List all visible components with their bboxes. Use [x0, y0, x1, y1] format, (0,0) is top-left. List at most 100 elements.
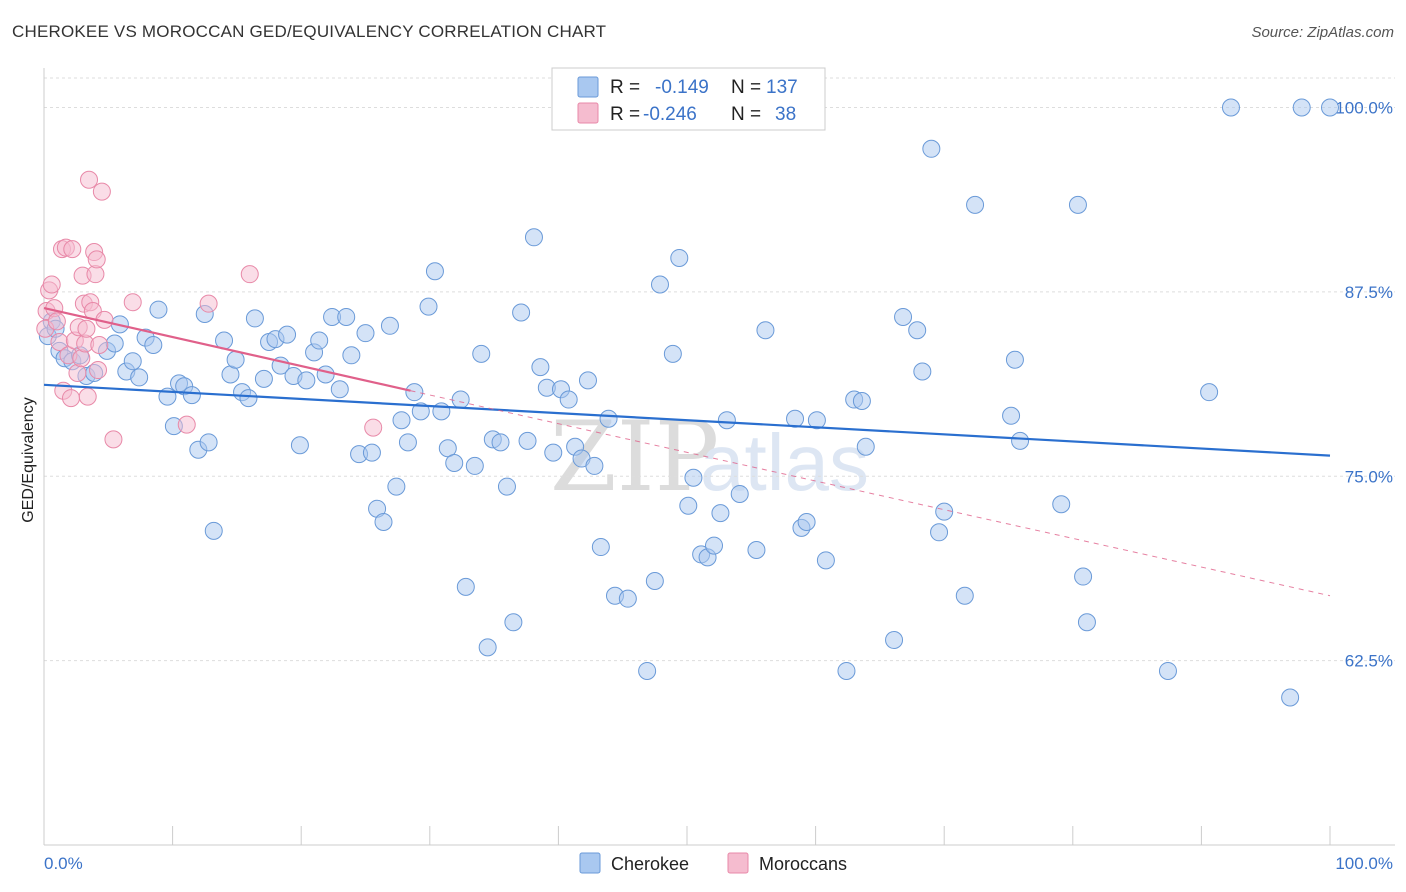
- cherokee-point: [374, 512, 393, 531]
- cherokee-point: [1321, 98, 1339, 117]
- moroccan-point: [90, 335, 109, 354]
- cherokee-point: [456, 577, 475, 596]
- axes: [43, 68, 1395, 846]
- legend-n-label-cherokee: N =: [731, 77, 761, 98]
- cherokee-point: [204, 521, 223, 540]
- moroccan-point: [89, 361, 108, 380]
- cherokee-point: [885, 630, 904, 649]
- cherokee-point: [852, 392, 871, 411]
- cherokee-point: [717, 411, 736, 430]
- cherokee-point: [182, 386, 201, 405]
- legend-swatch-cherokee: [577, 76, 599, 98]
- cherokee-point: [807, 411, 826, 430]
- cherokee-point: [599, 409, 618, 428]
- y-tick-label: 75.0%: [1345, 467, 1393, 486]
- cherokee-point: [504, 613, 523, 632]
- x-tick-label: 0.0%: [44, 854, 83, 873]
- cherokee-point: [645, 571, 664, 590]
- cherokee-point: [144, 335, 163, 354]
- cherokee-point: [663, 344, 682, 363]
- cherokee-point: [531, 358, 550, 377]
- cherokee-point: [711, 504, 730, 523]
- moroccan-point: [62, 389, 81, 408]
- y-tick-label: 87.5%: [1345, 283, 1393, 302]
- moroccan-point: [72, 349, 91, 368]
- cherokee-point: [856, 437, 875, 456]
- cherokee-point: [1011, 431, 1030, 450]
- gridlines: [44, 77, 1395, 662]
- cherokee-point: [935, 502, 954, 521]
- cherokee-point: [380, 316, 399, 335]
- cherokee-point: [913, 362, 932, 381]
- moroccan-point: [42, 275, 61, 294]
- moroccan-point: [77, 319, 96, 338]
- cherokee-point: [966, 195, 985, 214]
- cherokee-point: [254, 369, 273, 388]
- cherokee-point: [342, 346, 361, 365]
- moroccan-point: [92, 182, 111, 201]
- cherokee-point: [650, 275, 669, 294]
- chart-title: CHEROKEE VS MOROCCAN GED/EQUIVALENCY COR…: [12, 22, 607, 41]
- legend-n-label-moroccans: N =: [731, 104, 761, 125]
- cherokee-point: [816, 551, 835, 570]
- watermark-atlas: atlas: [700, 418, 869, 507]
- cherokee-point: [518, 431, 537, 450]
- cherokee-point: [684, 468, 703, 487]
- cherokee-point: [705, 536, 724, 555]
- moroccan-point: [240, 265, 259, 284]
- cherokee-point: [290, 436, 309, 455]
- cherokee-point: [105, 334, 124, 353]
- cherokee-point: [405, 383, 424, 402]
- cherokee-point: [1068, 195, 1087, 214]
- cherokee-point: [930, 523, 949, 542]
- cherokee-point: [330, 380, 349, 399]
- cherokee-point: [1005, 350, 1024, 369]
- moroccan-point: [63, 240, 82, 259]
- cherokee-point: [618, 589, 637, 608]
- legend-r-value-cherokee: -0.149: [655, 77, 709, 98]
- moroccan-point: [87, 250, 106, 269]
- series-cherokee: [38, 98, 1339, 707]
- moroccan-point: [104, 430, 123, 449]
- cherokee-point: [491, 433, 510, 452]
- moroccan-point: [68, 364, 87, 382]
- cherokee-point: [1077, 613, 1096, 632]
- cherokee-point: [894, 307, 913, 326]
- cherokee-point: [679, 496, 698, 515]
- legend: R = -0.149 N = 137 R = -0.246 N = 38: [551, 67, 826, 131]
- cherokee-point: [1158, 661, 1177, 680]
- legend-r-label-moroccans: R =: [610, 104, 640, 125]
- bottom-legend-cherokee: Cherokee: [611, 854, 689, 874]
- bottom-legend-swatch-moroccans: [727, 852, 749, 874]
- tick-labels: 62.5% 75.0% 87.5% 100.0% 0.0% 100.0%: [44, 99, 1393, 874]
- legend-n-value-moroccans: 38: [775, 104, 796, 125]
- cherokee-point: [316, 365, 335, 384]
- cherokee-point: [730, 484, 749, 503]
- cherokee-point: [591, 538, 610, 557]
- moroccan-point: [199, 294, 218, 313]
- cherokee-point: [387, 477, 406, 496]
- cherokee-point: [123, 352, 142, 371]
- cherokee-point: [398, 433, 417, 452]
- moroccan-point: [177, 415, 196, 434]
- cherokee-point: [1200, 383, 1219, 402]
- cherokee-point: [786, 409, 805, 428]
- x-tick-label: 100.0%: [1335, 854, 1393, 873]
- cherokee-point: [1221, 98, 1240, 117]
- cherokee-point: [451, 390, 470, 409]
- legend-n-value-cherokee: 137: [766, 77, 798, 98]
- cherokee-point: [130, 368, 149, 387]
- cherokee-point: [445, 453, 464, 472]
- cherokee-point: [411, 402, 430, 421]
- bottom-legend: Cherokee Moroccans: [579, 852, 847, 874]
- cherokee-trend-line: [43, 383, 1331, 457]
- cherokee-point: [392, 411, 411, 430]
- cherokee-point: [670, 248, 689, 267]
- cherokee-point: [245, 309, 264, 328]
- moroccan-point: [364, 418, 383, 437]
- cherokee-point: [278, 325, 297, 344]
- cherokee-point: [747, 541, 766, 559]
- y-axis-label: GED/Equivalency: [20, 397, 37, 522]
- cherokee-point: [585, 456, 604, 475]
